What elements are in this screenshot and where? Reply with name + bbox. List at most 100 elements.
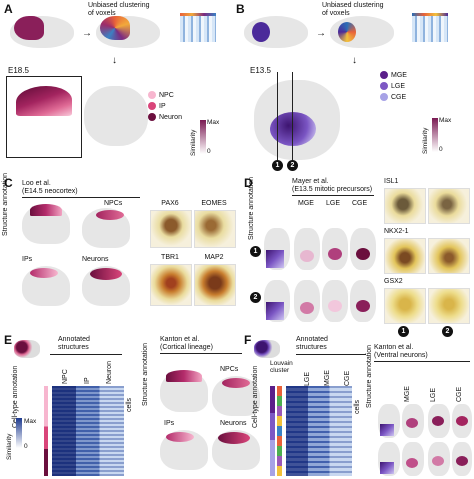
- cge-overlay-d1: [356, 248, 370, 260]
- reference-c: Loo et al. (E14.5 neocortex): [22, 180, 78, 195]
- cluster-heatmap-a: [180, 16, 216, 42]
- section-marker-1: 1: [272, 160, 283, 171]
- col-label-mge-d: MGE: [298, 200, 314, 207]
- cortex-similarity-map-a: [16, 86, 72, 116]
- scale-max-a: Max: [207, 119, 220, 126]
- cells-label-e: cells: [126, 397, 133, 412]
- lge-overlay-f1: [432, 416, 444, 426]
- col-label-neuron-e: Neuron: [106, 361, 113, 384]
- scale-title-a: Similarity: [190, 129, 197, 156]
- brain-section-a: [84, 86, 148, 146]
- legend-swatch: [380, 71, 388, 80]
- row-label-e2: Structure annotation: [142, 342, 149, 406]
- clustered-ge-b: [338, 22, 356, 42]
- panel-label-a: A: [4, 2, 13, 16]
- ish-label-gsx2: GSX2: [384, 278, 403, 285]
- panel-label-d: D: [244, 176, 253, 190]
- inset-box-a: [6, 76, 82, 158]
- structure-overlay-e: [166, 370, 202, 382]
- arrow-down-icon: ↓: [352, 55, 357, 66]
- panel-label-e: E: [4, 333, 13, 347]
- legend-label-cge: CGE: [391, 94, 407, 101]
- legend-b: MGE LGE CGE: [380, 70, 407, 103]
- mge-overlay-d2: [300, 302, 314, 314]
- lge-overlay-d2: [328, 300, 342, 312]
- section-d-2-mge: [294, 280, 320, 322]
- structure-overlay-d2: [266, 302, 284, 320]
- divider-e2: [160, 353, 242, 354]
- col-label-cge-f: CGE: [344, 370, 351, 386]
- cluster-colorbar-a: [180, 13, 216, 16]
- ish-label-pax6: PAX6: [161, 200, 179, 207]
- cluster-heatmap-b: [412, 16, 448, 42]
- col-label-ip-e: IP: [84, 377, 91, 384]
- ish-image-nkx21-2: [428, 238, 470, 274]
- ish-image-gsx2-2: [428, 288, 470, 324]
- reference-d: Mayer et al. (E13.5 mitotic precursors): [292, 178, 373, 193]
- arrow-right-icon: →: [316, 28, 326, 39]
- ish-marker-1: 1: [398, 326, 409, 337]
- scale-min-b: 0: [439, 146, 443, 153]
- similarity-heatmap-f: [286, 386, 352, 476]
- ish-image-pax6: [150, 210, 192, 248]
- legend-swatch: [148, 91, 156, 100]
- stage-label-b: E13.5: [250, 66, 271, 75]
- scale-title-e: Similarity: [6, 433, 13, 460]
- similarity-colorbar-e: [16, 418, 22, 448]
- col-label-cge-d: CGE: [352, 200, 368, 207]
- ref-col-label-cge-f: CGE: [456, 386, 463, 402]
- divider-f2: [374, 361, 470, 362]
- organoid-icon-f: [254, 340, 280, 358]
- organoid-icon-e: [14, 340, 40, 358]
- scale-title-b: Similarity: [422, 127, 429, 154]
- lge-overlay-f2: [432, 456, 444, 466]
- legend-label-ip: IP: [159, 103, 166, 110]
- stage-label-a: E18.5: [8, 66, 29, 75]
- col-label-npc-e: NPC: [62, 369, 69, 384]
- panel-label-f: F: [244, 333, 252, 347]
- row-label-c: Structure annotation: [2, 172, 9, 236]
- row-marker-2: 2: [250, 292, 261, 303]
- divider-f: [296, 354, 366, 355]
- label-neurons-c: Neurons: [82, 256, 109, 263]
- row-label-f2: Structure annotation: [366, 344, 373, 408]
- cell-type-colorbar-f: [270, 386, 275, 476]
- neurons-overlay-c: [90, 268, 122, 280]
- ish-image-map2: [194, 264, 236, 306]
- ish-image-tbr1: [150, 264, 192, 306]
- section-marker-2: 2: [287, 160, 298, 171]
- cge-overlay-f1: [456, 416, 468, 426]
- mge-overlay-d1: [300, 250, 314, 262]
- panel-label-c: C: [4, 176, 13, 190]
- scale-min-a: 0: [207, 148, 211, 155]
- cell-type-colorbar-e: [44, 386, 48, 476]
- similarity-colorbar-b: [432, 118, 438, 152]
- row-marker-1: 1: [250, 246, 261, 257]
- scale-max-e: Max: [24, 418, 37, 425]
- divider-e: [50, 354, 122, 355]
- scale-min-e: 0: [24, 443, 28, 450]
- annotated-structures-e: Annotated structures: [58, 336, 90, 351]
- ish-image-nkx21-1: [384, 238, 426, 274]
- ish-image-isl1-1: [384, 188, 426, 224]
- section-line-1: [277, 72, 278, 164]
- arrow-down-icon: ↓: [112, 55, 117, 66]
- legend-label-npc: NPC: [159, 92, 174, 99]
- scale-max-b: Max: [439, 117, 452, 124]
- reference-f: Kanton et al. (Ventral neurons): [374, 344, 428, 359]
- legend-swatch: [148, 113, 156, 122]
- arrow-right-icon: →: [82, 28, 92, 39]
- clustering-label-b: Unbiased clustering of voxels: [322, 2, 384, 17]
- ish-image-isl1-2: [428, 188, 470, 224]
- npcs-overlay-e: [222, 378, 250, 388]
- cge-overlay-d2: [356, 300, 370, 312]
- ish-label-tbr1: TBR1: [161, 254, 179, 261]
- structure-overlay-f2: [380, 462, 394, 474]
- legend-label-neuron: Neuron: [159, 114, 182, 121]
- annotated-structures-f: Annotated structures: [296, 336, 328, 351]
- legend-a: NPC IP Neuron: [148, 90, 182, 123]
- clustered-cortex-a: [100, 16, 130, 40]
- lge-overlay-d1: [328, 248, 342, 260]
- col-label-lge-d: LGE: [326, 200, 341, 207]
- row-label-f: Cell-type annotation: [252, 365, 259, 428]
